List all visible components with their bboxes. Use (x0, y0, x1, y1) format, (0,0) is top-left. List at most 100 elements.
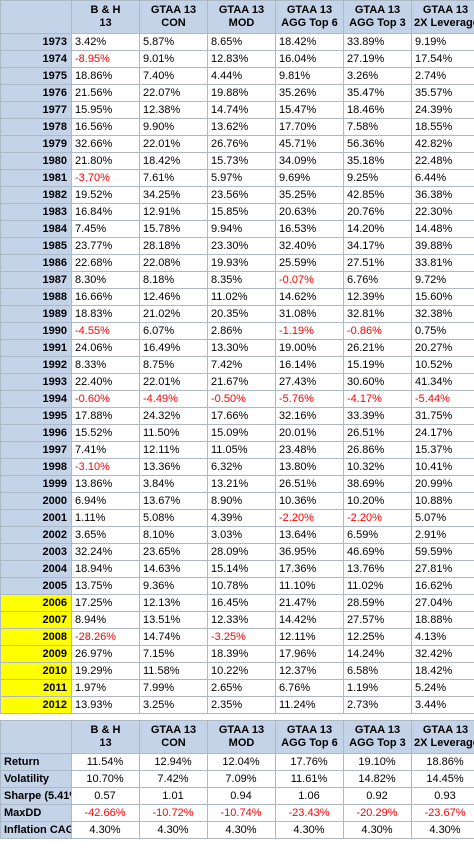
return-cell: 36.38% (411, 186, 474, 204)
return-cell: 17.70% (275, 118, 344, 136)
return-cell: -28.26% (71, 628, 140, 646)
year-cell: 1977 (0, 101, 72, 119)
table-row: 1981 -3.70% 7.61% 5.97% 9.69% 9.25% 6.44% (0, 169, 474, 187)
return-cell: 9.19% (411, 33, 474, 51)
return-cell: 21.80% (71, 152, 140, 170)
return-cell: 45.71% (275, 135, 344, 153)
return-cell: -2.20% (275, 509, 344, 527)
return-cell: 4.44% (207, 67, 276, 85)
stat-value: 0.94 (207, 787, 276, 805)
column-header: GTAA 13 MOD (207, 0, 276, 34)
table-row: 2002 3.65% 8.10% 3.03% 13.64% 6.59% 2.91% (0, 526, 474, 544)
return-cell: 34.17% (343, 237, 412, 255)
header-blank-cell (0, 0, 72, 34)
return-cell: 17.25% (71, 594, 140, 612)
return-cell: 16.56% (71, 118, 140, 136)
column-header-line: 2X Leverage (414, 737, 474, 749)
return-cell: 14.48% (411, 220, 474, 238)
return-cell: 15.60% (411, 288, 474, 306)
return-cell: 34.25% (139, 186, 208, 204)
return-cell: 12.11% (139, 441, 208, 459)
return-cell: 14.20% (343, 220, 412, 238)
year-cell: 2001 (0, 509, 72, 527)
return-cell: 12.91% (139, 203, 208, 221)
year-cell: 1986 (0, 254, 72, 272)
return-cell: 9.81% (275, 67, 344, 85)
return-cell: 28.59% (343, 594, 412, 612)
return-cell: 13.76% (343, 560, 412, 578)
table-row: 2004 18.94% 14.63% 15.14% 17.36% 13.76% 27.81% (0, 560, 474, 578)
column-header-line: CON (161, 17, 186, 29)
return-cell: 8.75% (139, 356, 208, 374)
year-cell: 2012 (0, 696, 72, 714)
table-row: 1992 8.33% 8.75% 7.42% 16.14% 15.19% 10.52% (0, 356, 474, 374)
table-row: 2001 1.11% 5.08% 4.39% -2.20% -2.20% 5.07% (0, 509, 474, 527)
return-cell: 12.38% (139, 101, 208, 119)
return-cell: 41.34% (411, 373, 474, 391)
return-cell: 18.83% (71, 305, 140, 323)
return-cell: 16.04% (275, 50, 344, 68)
return-cell: 13.86% (71, 475, 140, 493)
return-cell: 32.38% (411, 305, 474, 323)
spacer-cell (343, 713, 412, 721)
return-cell: 17.36% (275, 560, 344, 578)
table-row: 2011 1.97% 7.99% 2.65% 6.76% 1.19% 5.24% (0, 679, 474, 697)
return-cell: 22.08% (139, 254, 208, 272)
return-cell: 18.39% (207, 645, 276, 663)
year-cell: 2004 (0, 560, 72, 578)
return-cell: 16.53% (275, 220, 344, 238)
year-cell: 2008 (0, 628, 72, 646)
column-header-line: AGG Top 3 (349, 17, 406, 29)
return-cell: 16.49% (139, 339, 208, 357)
return-cell: 23.56% (207, 186, 276, 204)
return-cell: 16.62% (411, 577, 474, 595)
return-cell: 17.54% (411, 50, 474, 68)
return-cell: 9.01% (139, 50, 208, 68)
stat-value: -20.29% (343, 804, 412, 822)
return-cell: 7.58% (343, 118, 412, 136)
table-row: 1988 16.66% 12.46% 11.02% 14.62% 12.39% 15.60% (0, 288, 474, 306)
table-row: 1991 24.06% 16.49% 13.30% 19.00% 26.21% 20.27% (0, 339, 474, 357)
year-cell: 1973 (0, 33, 72, 51)
return-cell: 3.03% (207, 526, 276, 544)
return-cell: -1.19% (275, 322, 344, 340)
return-cell: 18.42% (411, 662, 474, 680)
return-cell: 34.09% (275, 152, 344, 170)
return-cell: 2.65% (207, 679, 276, 697)
year-cell: 1998 (0, 458, 72, 476)
year-cell: 2002 (0, 526, 72, 544)
return-cell: 21.56% (71, 84, 140, 102)
return-cell: -5.76% (275, 390, 344, 408)
return-cell: 18.94% (71, 560, 140, 578)
return-cell: 7.42% (207, 356, 276, 374)
return-cell: 14.62% (275, 288, 344, 306)
year-cell: 1978 (0, 118, 72, 136)
return-cell: 12.11% (275, 628, 344, 646)
header-blank-cell (0, 720, 72, 754)
return-cell: 8.35% (207, 271, 276, 289)
return-cell: 27.81% (411, 560, 474, 578)
return-cell: 8.94% (71, 611, 140, 629)
year-cell: 1997 (0, 441, 72, 459)
return-cell: 15.14% (207, 560, 276, 578)
year-cell: 1976 (0, 84, 72, 102)
column-header-line: CON (161, 737, 186, 749)
return-cell: 6.76% (343, 271, 412, 289)
return-cell: 26.51% (275, 475, 344, 493)
return-cell: 18.86% (71, 67, 140, 85)
returns-table: B & H 13 GTAA 13 CON GTAA 13 MOD GTAA 13 AGG To… (0, 0, 474, 839)
year-cell: 1982 (0, 186, 72, 204)
return-cell: 7.40% (139, 67, 208, 85)
return-cell: 32.24% (71, 543, 140, 561)
return-cell: 6.59% (343, 526, 412, 544)
return-cell: 24.32% (139, 407, 208, 425)
return-cell: 27.43% (275, 373, 344, 391)
year-cell: 2006 (0, 594, 72, 612)
year-cell: 1981 (0, 169, 72, 187)
return-cell: 13.93% (71, 696, 140, 714)
return-cell: 32.66% (71, 135, 140, 153)
return-cell: 26.76% (207, 135, 276, 153)
return-cell: 21.47% (275, 594, 344, 612)
stat-label: Return (0, 753, 72, 771)
column-header: B & H 13 (71, 0, 140, 34)
